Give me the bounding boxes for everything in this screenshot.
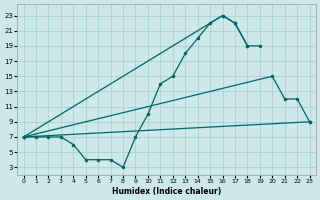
X-axis label: Humidex (Indice chaleur): Humidex (Indice chaleur)	[112, 187, 221, 196]
